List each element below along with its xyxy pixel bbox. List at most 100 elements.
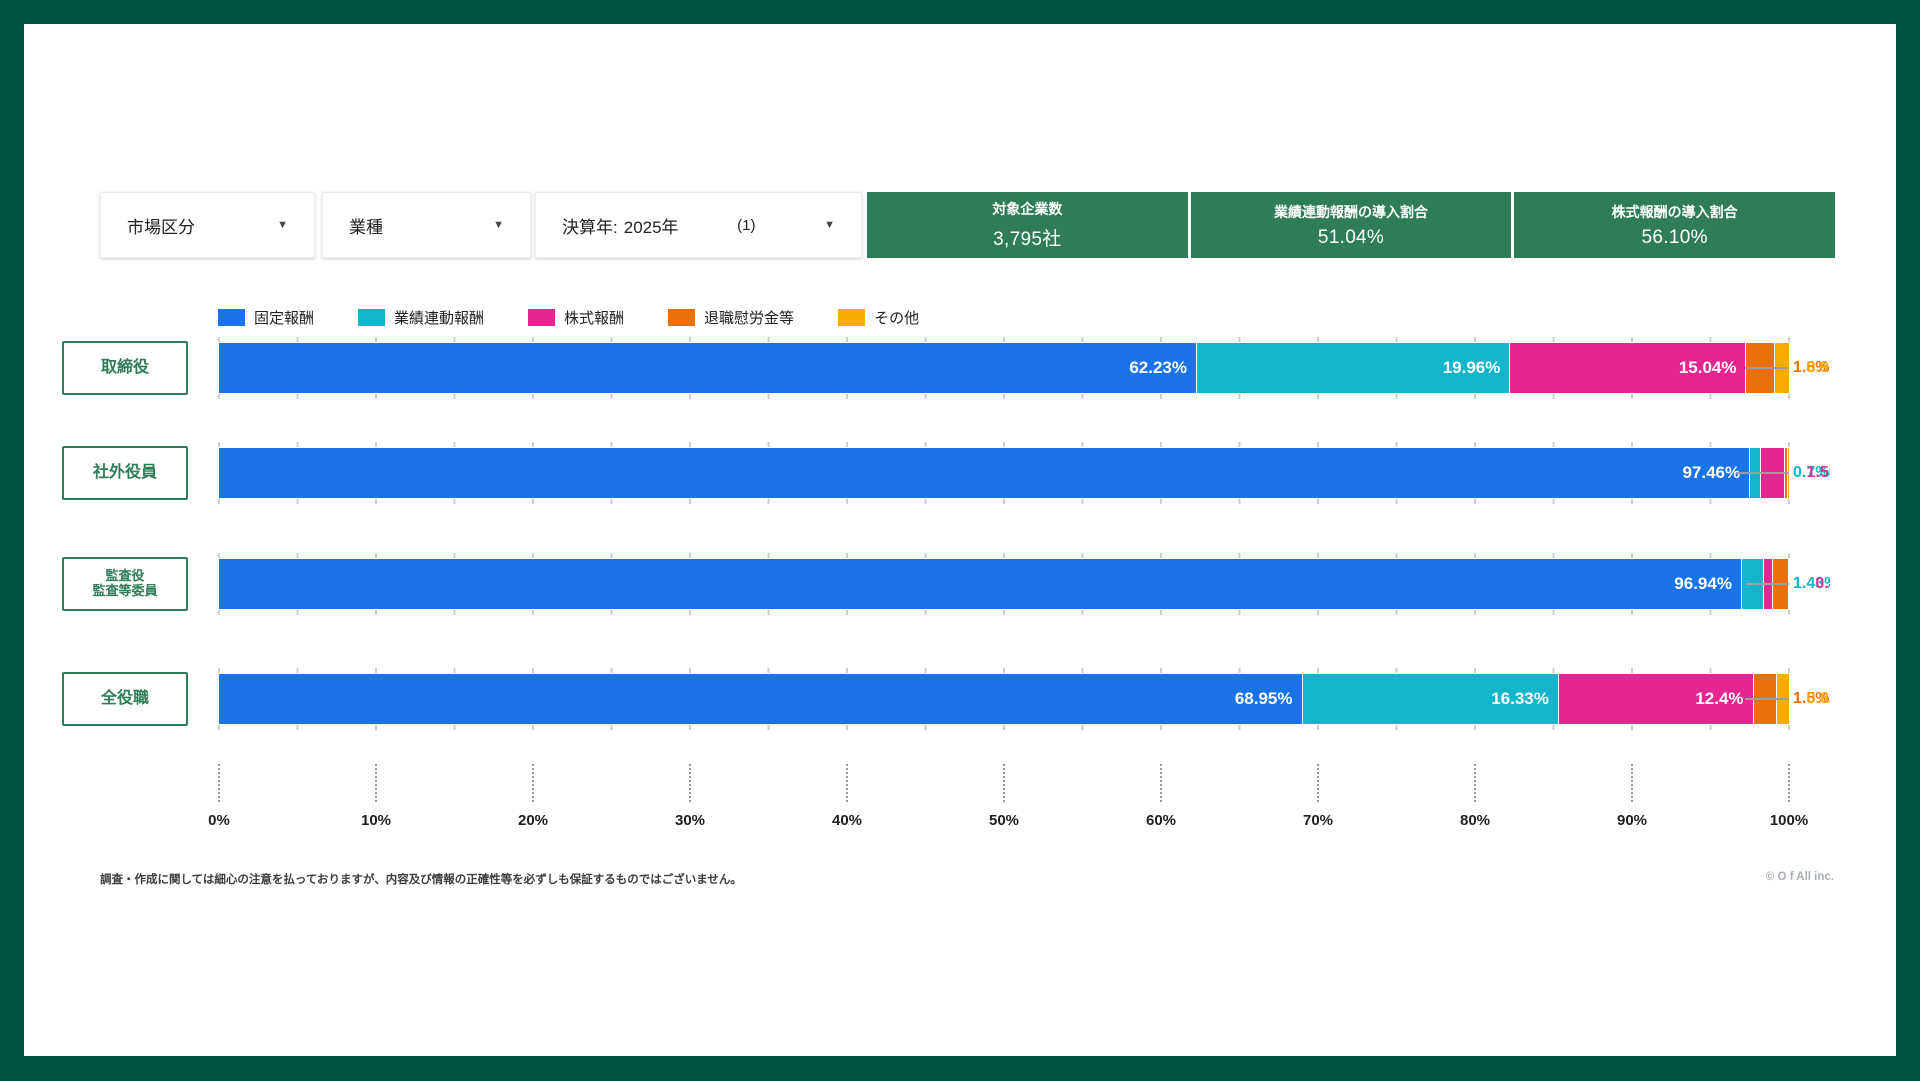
- chart-row-directors: 取締役 62.23% 19.96% 15.04% 1.8% 0.97%: [24, 337, 1896, 399]
- legend-swatch-orange: [668, 309, 696, 326]
- legend-swatch-amber: [838, 309, 866, 326]
- chevron-down-icon: ▼: [277, 219, 288, 231]
- gridline-ticks: [218, 725, 1790, 730]
- stacked-bar: 96.94%: [219, 559, 1790, 609]
- fiscal-year-filter-value: 2025年: [623, 217, 679, 237]
- gridline-ticks: [218, 337, 1790, 342]
- axis-tick-label: 10%: [360, 812, 392, 829]
- segment-value-label: 97.46%: [1682, 463, 1741, 482]
- segment-value-label: 96.94%: [1674, 574, 1732, 593]
- bar-segment-fixed-pay[interactable]: 97.46%: [219, 448, 1750, 498]
- scorecard-performance-pay-ratio: 業績連動報酬の導入割合 51.04%: [1190, 192, 1512, 258]
- chart-row-outside-officers: 社外役員 97.46% 0.7% 1.55% 0.1%: [24, 442, 1896, 504]
- outside-value-labels: 1.8% 0.97%: [1793, 343, 1830, 393]
- segment-value-label: 68.95%: [1234, 689, 1293, 708]
- fiscal-year-filter[interactable]: 決算年: 2025年 (1) ▼: [535, 192, 862, 258]
- axis-tick-label: 0%: [208, 812, 230, 829]
- axis-tick-label: 60%: [1145, 812, 1177, 829]
- chart-legend: 固定報酬 業績連動報酬 株式報酬 退職慰労金等 その他: [218, 307, 919, 328]
- copyright-text: © O f All inc.: [1765, 871, 1834, 883]
- gridline-ticks: [218, 553, 1790, 558]
- scorecard-group: 対象企業数 3,795社 業績連動報酬の導入割合 51.04% 株式報酬の導入割…: [867, 192, 1836, 258]
- legend-label: その他: [874, 310, 920, 327]
- chevron-down-icon: ▼: [824, 219, 835, 231]
- scorecard-value: 3,795社: [993, 229, 1062, 250]
- legend-label: 株式報酬: [564, 310, 625, 327]
- axis-tick: [1317, 764, 1319, 802]
- bar-segment-performance-pay[interactable]: 16.33%: [1301, 674, 1558, 724]
- market-segment-filter[interactable]: 市場区分 ▼: [100, 192, 315, 258]
- gridline-ticks: [218, 610, 1790, 615]
- fiscal-year-filter-count: (1): [737, 216, 756, 234]
- scorecard-value: 51.04%: [1317, 226, 1385, 248]
- outside-label: 0.97%: [1806, 359, 1830, 376]
- gridline-ticks: [218, 499, 1790, 504]
- axis-tick: [689, 764, 691, 802]
- legend-item-fixed-pay: 固定報酬: [218, 307, 314, 328]
- axis-tick-label: 50%: [988, 812, 1020, 829]
- bar-segment-stock-pay[interactable]: 12.4%: [1557, 674, 1753, 724]
- outside-value-labels: 0.7% 1.55% 0.1%: [1793, 448, 1830, 498]
- market-segment-filter-label: 市場区分: [127, 217, 195, 237]
- label-leader-line: [1746, 583, 1789, 585]
- outside-label: 0.57%: [1815, 575, 1830, 592]
- label-leader-line: [1745, 367, 1789, 369]
- legend-swatch-teal: [358, 309, 386, 326]
- legend-swatch-blue: [218, 309, 245, 326]
- bar-segment-fixed-pay[interactable]: 62.23%: [219, 343, 1196, 393]
- axis-tick-label: 90%: [1616, 812, 1648, 829]
- legend-label: 固定報酬: [254, 310, 315, 327]
- disclaimer-text: 調査・作成に関しては細心の注意を払っておりますが、内容及び情報の正確性等を必ずし…: [100, 874, 742, 886]
- fiscal-year-filter-label: 決算年:: [562, 217, 618, 237]
- label-leader-line: [1745, 698, 1789, 700]
- category-label: 取締役: [100, 358, 149, 376]
- filter-bar: 市場区分 ▼ 業種 ▼ 決算年: 2025年 (1) ▼ 対象企業数 3,795…: [24, 192, 1896, 258]
- outside-value-labels: 1.5% 0.82%: [1793, 674, 1830, 724]
- axis-tick: [1474, 764, 1476, 802]
- report-canvas: 市場区分 ▼ 業種 ▼ 決算年: 2025年 (1) ▼ 対象企業数 3,795…: [24, 24, 1896, 1056]
- outside-label: 0.7%: [1793, 464, 1830, 481]
- scorecard-company-count: 対象企業数 3,795社: [867, 192, 1188, 258]
- legend-item-retirement-pay: 退職慰労金等: [668, 307, 794, 328]
- axis-tick-label: 30%: [674, 812, 706, 829]
- chart-row-all-roles: 全役職 68.95% 16.33% 12.4% 1.5% 0.82%: [24, 668, 1896, 730]
- scorecard-label: 株式報酬の導入割合: [1611, 203, 1738, 220]
- legend-label: 業績連動報酬: [394, 310, 485, 327]
- outside-value-labels: 1.43% 0.57% 1.0%: [1793, 559, 1830, 609]
- segment-value-label: 62.23%: [1129, 358, 1187, 377]
- axis-tick: [218, 764, 220, 802]
- axis-tick-label: 80%: [1459, 812, 1491, 829]
- axis-tick: [1788, 764, 1790, 802]
- scorecard-value: 56.10%: [1641, 226, 1708, 248]
- outside-label: 0.82%: [1806, 690, 1830, 707]
- scorecard-label: 業績連動報酬の導入割合: [1274, 203, 1428, 220]
- bar-segment-fixed-pay[interactable]: 96.94%: [219, 559, 1741, 609]
- legend-item-other: その他: [838, 307, 919, 328]
- stacked-bar: 97.46%: [219, 448, 1789, 498]
- axis-tick: [1631, 764, 1633, 802]
- gridline-ticks: [218, 442, 1790, 447]
- category-label-box: 社外役員: [62, 446, 188, 500]
- scorecard-stock-pay-ratio: 株式報酬の導入割合 56.10%: [1514, 192, 1836, 258]
- gridline-ticks: [218, 394, 1790, 399]
- axis-tick: [846, 764, 848, 802]
- segment-value-label: 15.04%: [1678, 358, 1737, 377]
- outside-label: 1.55%: [1806, 464, 1830, 481]
- outside-label: 1.43%: [1793, 575, 1830, 592]
- bar-segment-performance-pay[interactable]: 19.96%: [1196, 343, 1510, 393]
- axis-tick: [1160, 764, 1162, 802]
- segment-value-label: 12.4%: [1695, 689, 1744, 708]
- category-label-box: 全役職: [62, 672, 188, 726]
- axis-tick-label: 20%: [517, 812, 549, 829]
- outside-label: 0.1%: [1829, 464, 1830, 482]
- bar-segment-fixed-pay[interactable]: 68.95%: [219, 674, 1302, 724]
- outside-label: 1.8%: [1793, 359, 1830, 376]
- bar-segment-stock-pay[interactable]: 15.04%: [1509, 343, 1746, 393]
- stacked-bar: 62.23% 19.96% 15.04%: [219, 343, 1789, 393]
- chevron-down-icon: ▼: [493, 219, 504, 231]
- industry-filter[interactable]: 業種 ▼: [322, 192, 531, 258]
- category-label-box: 監査役 監査等委員: [62, 557, 188, 611]
- scorecard-label: 対象企業数: [992, 201, 1063, 217]
- axis-tick: [532, 764, 534, 802]
- legend-item-performance-pay: 業績連動報酬: [358, 307, 484, 328]
